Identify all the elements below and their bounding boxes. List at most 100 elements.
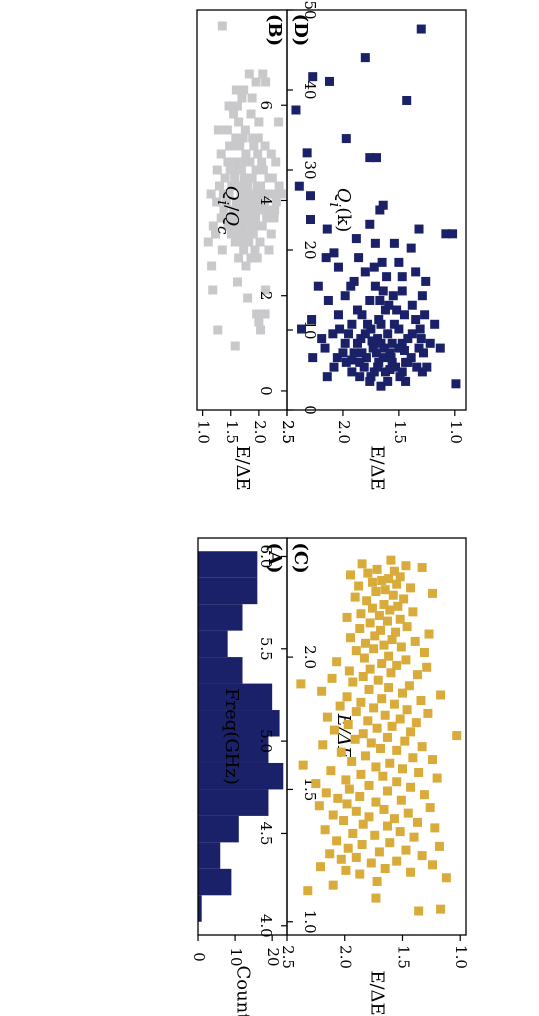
scatter-point bbox=[320, 343, 330, 353]
scatter-point bbox=[229, 205, 239, 215]
scatter-point bbox=[223, 221, 233, 231]
scatter-point bbox=[372, 348, 381, 358]
scatter-point bbox=[234, 117, 244, 127]
scatter-point bbox=[395, 372, 405, 382]
scatter-point bbox=[416, 24, 426, 34]
histogram-bar bbox=[198, 868, 232, 896]
y-axis-label: E/ΔE bbox=[367, 445, 388, 490]
scatter-point bbox=[212, 165, 222, 175]
scatter-point bbox=[242, 189, 252, 199]
scatter-point bbox=[313, 281, 323, 291]
scatter-point bbox=[233, 181, 243, 191]
x-tick-label: 40 bbox=[301, 80, 319, 99]
scatter-point bbox=[382, 616, 392, 626]
scatter-point bbox=[270, 205, 280, 215]
scatter-point bbox=[253, 149, 263, 159]
scatter-point bbox=[382, 732, 392, 742]
scatter-point bbox=[402, 95, 412, 105]
scatter-point bbox=[332, 353, 342, 363]
scatter-point bbox=[394, 257, 404, 267]
scatter-point bbox=[291, 105, 301, 115]
scatter-point bbox=[391, 362, 401, 372]
scatter-point bbox=[369, 644, 379, 654]
scatter-point bbox=[254, 317, 264, 327]
scatter-point bbox=[397, 286, 407, 296]
scatter-point bbox=[363, 319, 373, 329]
scatter-point bbox=[340, 338, 350, 348]
histogram-bar bbox=[198, 630, 228, 658]
scatter-point bbox=[208, 285, 218, 295]
scatter-point bbox=[212, 197, 222, 207]
scatter-point bbox=[415, 324, 425, 334]
scatter-point bbox=[373, 675, 383, 685]
scatter-point bbox=[322, 712, 332, 722]
scatter-point bbox=[412, 362, 422, 372]
scatter-point bbox=[351, 707, 361, 717]
scatter-point bbox=[365, 664, 375, 674]
scatter-point bbox=[408, 753, 418, 763]
scatter-point bbox=[383, 329, 393, 339]
scatter-point bbox=[328, 810, 338, 820]
scatter-point bbox=[417, 367, 427, 377]
scatter-point bbox=[378, 286, 388, 296]
scatter-point bbox=[412, 817, 422, 827]
scatter-point bbox=[389, 238, 399, 248]
scatter-point bbox=[389, 814, 399, 824]
scatter-point bbox=[375, 205, 385, 215]
scatter-point bbox=[260, 189, 269, 199]
scatter-point bbox=[253, 133, 263, 143]
scatter-point bbox=[392, 777, 402, 787]
histogram-bar bbox=[198, 604, 243, 631]
scatter-point bbox=[372, 153, 381, 163]
scatter-point bbox=[268, 189, 278, 199]
scatter-point bbox=[355, 372, 365, 382]
scatter-point bbox=[218, 189, 228, 199]
scatter-point bbox=[397, 764, 407, 774]
scatter-point bbox=[344, 666, 354, 676]
scatter-point bbox=[371, 587, 381, 597]
scatter-point bbox=[385, 605, 395, 615]
scatter-point bbox=[217, 21, 227, 31]
y-tick-label: 2.0 bbox=[251, 420, 269, 444]
scatter-point bbox=[376, 338, 386, 348]
scatter-point bbox=[261, 77, 271, 87]
scatter-point bbox=[379, 804, 389, 814]
scatter-point bbox=[420, 310, 430, 320]
x-tick-label: 6.0 bbox=[257, 545, 275, 569]
scatter-point bbox=[389, 566, 399, 576]
y-tick-label: 10 bbox=[227, 947, 245, 966]
y-tick-label: 1.5 bbox=[391, 420, 409, 444]
scatter-point bbox=[332, 657, 342, 667]
scatter-point bbox=[419, 790, 429, 800]
histogram-bar bbox=[198, 710, 280, 737]
scatter-point bbox=[394, 343, 404, 353]
scatter-point bbox=[417, 742, 427, 752]
scatter-point bbox=[328, 329, 338, 339]
scatter-point bbox=[397, 367, 407, 377]
scatter-point bbox=[258, 69, 268, 79]
scatter-point bbox=[378, 353, 388, 363]
scatter-point bbox=[384, 683, 394, 693]
scatter-point bbox=[342, 799, 352, 809]
scatter-point bbox=[357, 559, 367, 569]
scatter-point bbox=[235, 141, 245, 151]
scatter-point bbox=[378, 200, 388, 210]
x-tick-label: 5.0 bbox=[257, 729, 275, 753]
scatter-point bbox=[219, 205, 229, 215]
panel-label: (D) bbox=[290, 14, 311, 47]
scatter-point bbox=[365, 295, 375, 305]
scatter-point bbox=[414, 768, 424, 778]
scatter-point bbox=[333, 262, 343, 272]
y-tick-label: 1.5 bbox=[394, 945, 412, 969]
scatter-point bbox=[370, 281, 380, 291]
scatter-point bbox=[321, 788, 331, 798]
scatter-point bbox=[428, 588, 438, 598]
scatter-point bbox=[406, 782, 416, 792]
scatter-point bbox=[351, 852, 361, 862]
scatter-point bbox=[329, 725, 339, 735]
histogram-bar bbox=[198, 657, 243, 684]
scatter-point bbox=[387, 338, 397, 348]
scatter-point bbox=[262, 205, 272, 215]
scatter-point bbox=[369, 703, 379, 713]
